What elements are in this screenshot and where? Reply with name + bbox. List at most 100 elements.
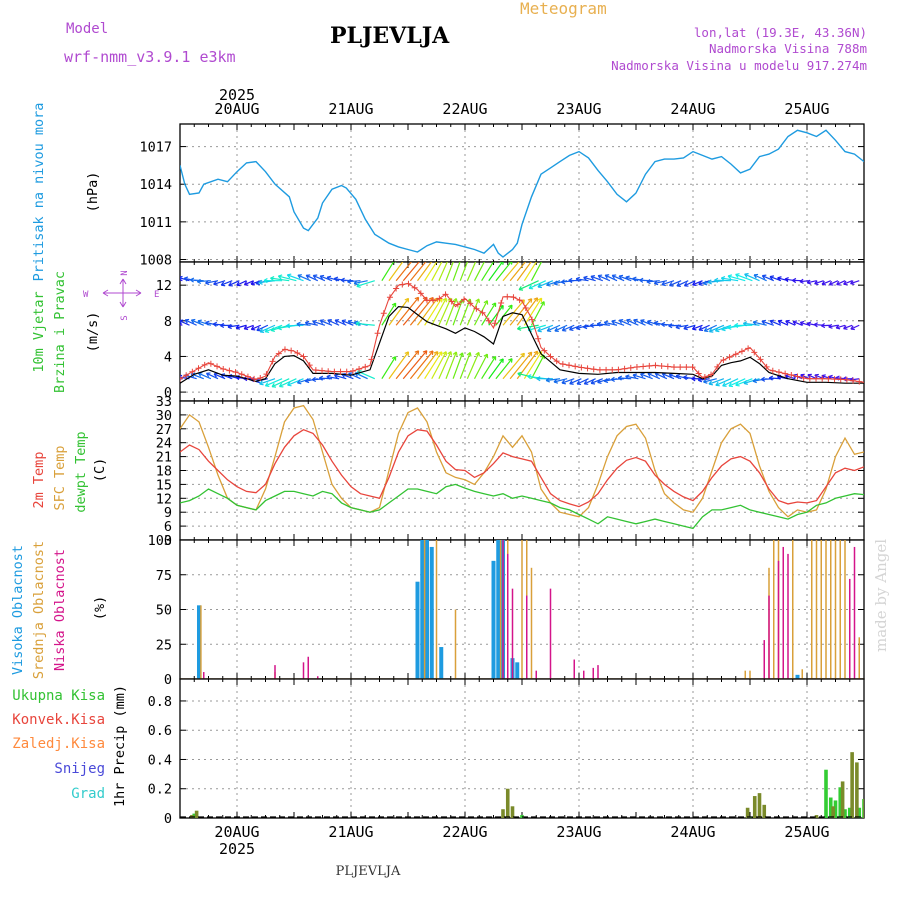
cloud-low-bar: [203, 672, 205, 679]
wind-arrow-head: [491, 355, 497, 361]
model-elevation-label: Nadmorska Visina u modelu 917.274m: [611, 58, 867, 73]
wind-plot: [173, 262, 864, 388]
wind-arrow-head: [715, 381, 720, 387]
wind-gust-marker: [467, 300, 474, 307]
wind-arrow-head: [792, 320, 798, 326]
wind-gust-marker: [775, 369, 782, 376]
wind-arrow-head: [850, 280, 855, 286]
wind-gust-marker: [584, 365, 591, 372]
wind-arrow-head: [596, 321, 602, 327]
wind-arrow: [843, 324, 853, 330]
cloud-mid-bar: [499, 540, 502, 679]
wind-arrow: [528, 280, 547, 289]
wind-arrow-head: [452, 297, 458, 303]
wind-arrow: [313, 274, 326, 282]
wind-arrow: [502, 352, 525, 380]
wind-arrow-head: [297, 274, 302, 279]
wind-arrow-head: [721, 326, 726, 332]
wind-arrow-head: [466, 352, 472, 357]
wind-arrow: [530, 354, 545, 380]
wind-arrow-head: [617, 375, 623, 381]
wind-arrow: [537, 280, 554, 288]
cloud-low-bar: [317, 676, 319, 679]
day-label-top: 21AUG: [328, 100, 373, 118]
wind-gust-marker: [522, 304, 529, 311]
wind-arrow: [727, 275, 746, 282]
day-label-top: 24AUG: [670, 100, 715, 118]
wind-arrow-head: [197, 319, 202, 325]
wind-gust-marker: [683, 364, 690, 371]
wind-arrow-head: [777, 276, 782, 282]
wind-arrow-head: [173, 276, 177, 280]
wind-arrow-head: [414, 350, 420, 355]
compass-w: W: [83, 290, 89, 300]
lonlat-label: lon,lat (19.3E, 43.36N): [694, 25, 867, 40]
wind-arrow: [799, 280, 810, 283]
cloud-low-bar: [583, 670, 585, 679]
wind-arrow-head: [632, 276, 637, 282]
compass-e: E: [154, 290, 159, 300]
wind-arrow-head: [727, 274, 733, 280]
cloud-low-bar: [274, 665, 276, 679]
wind-arrow: [843, 280, 853, 285]
wind-arrow: [495, 358, 513, 380]
wind-gust-marker: [300, 353, 307, 360]
wind-arrow-head: [391, 302, 397, 308]
wind-arrow: [334, 319, 347, 326]
wind-arrow-head: [287, 381, 292, 387]
wind-arrow: [279, 378, 297, 388]
wind-gust-marker: [275, 350, 282, 357]
precip-conv-bar: [831, 806, 835, 818]
wind-gust-marker: [843, 376, 850, 383]
cloud-low-bar: [777, 560, 780, 679]
temp-ytick-label: 6: [164, 519, 172, 535]
cloud-high-bar: [197, 605, 201, 679]
wind-arrow-head: [220, 281, 226, 287]
wind-arrow: [488, 262, 504, 282]
wind-ytick-label: 0: [164, 385, 172, 401]
precip-ytick-label: 0.8: [148, 694, 172, 710]
wind-arrow-head: [227, 323, 232, 330]
cloud-low-bar: [502, 540, 504, 679]
wind-arrow-head: [698, 326, 704, 332]
wind-arrow: [409, 262, 427, 282]
wind-arrow-head: [508, 358, 513, 363]
wind-arrow-head: [483, 300, 489, 305]
cloud-low-bar: [787, 553, 789, 679]
wind-arrow: [445, 351, 457, 379]
wind-arrow-head: [561, 326, 567, 332]
wind-arrow-head: [589, 322, 594, 329]
wind-arrow: [625, 276, 639, 282]
precip-conv-bar: [757, 793, 762, 818]
wind-arrow: [584, 378, 596, 385]
wind-arrow: [807, 280, 817, 284]
cloud-plot: [180, 540, 864, 679]
wind-arrow: [347, 280, 361, 283]
wind-arrow-head: [527, 298, 533, 303]
wind-arrow-head: [259, 328, 265, 333]
wind-arrow: [836, 324, 846, 329]
wind-arrow: [388, 351, 409, 380]
wind-arrow-head: [660, 321, 666, 328]
wind-arrow: [466, 262, 477, 281]
wind-gust-marker: [257, 375, 264, 382]
wind-arrow-head: [653, 320, 659, 326]
wind-arrow: [270, 277, 290, 282]
legend-conv-rain: Konvek.Kisa: [12, 712, 105, 728]
wind-arrow-head: [459, 352, 464, 357]
wind-arrow: [271, 378, 290, 388]
wind-ytick-label: 4: [164, 349, 172, 365]
cloud-high-bar: [515, 662, 520, 679]
wind-arrow-head: [271, 383, 277, 388]
wind-arrow-head: [205, 320, 210, 326]
cloud-mid-bar: [773, 540, 775, 679]
wind-arrow: [728, 378, 746, 387]
wind-arrow-head: [683, 325, 688, 331]
cloud-low-bar: [549, 588, 552, 679]
wind-arrow-head: [341, 319, 347, 325]
wind-arrow-head: [752, 378, 757, 384]
wind-arrow-head: [735, 381, 740, 387]
wind-arrow: [297, 378, 311, 384]
wind-arrow-head: [433, 350, 439, 356]
